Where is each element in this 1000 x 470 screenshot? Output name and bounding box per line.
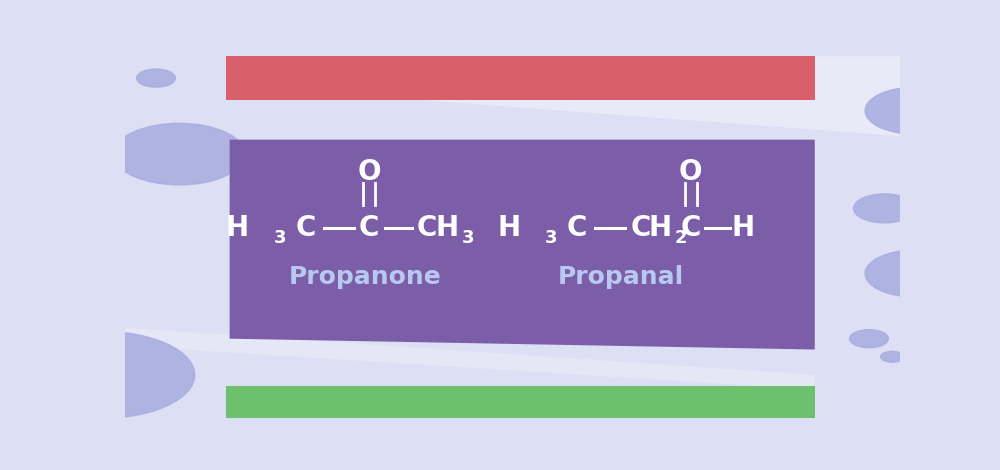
Polygon shape bbox=[125, 328, 815, 389]
Text: H: H bbox=[649, 214, 672, 243]
Text: C: C bbox=[567, 214, 587, 243]
Text: C: C bbox=[359, 214, 379, 243]
Text: C: C bbox=[681, 214, 701, 243]
Text: C: C bbox=[630, 214, 651, 243]
Circle shape bbox=[9, 331, 195, 418]
Text: 2: 2 bbox=[674, 229, 687, 247]
Bar bbox=[226, 56, 815, 100]
Circle shape bbox=[865, 87, 966, 134]
Polygon shape bbox=[230, 140, 815, 350]
Circle shape bbox=[854, 194, 916, 223]
Text: O: O bbox=[679, 158, 702, 186]
Text: C: C bbox=[417, 214, 437, 243]
Polygon shape bbox=[226, 56, 900, 136]
Text: C: C bbox=[295, 214, 316, 243]
Text: Propanone: Propanone bbox=[289, 265, 442, 289]
Circle shape bbox=[113, 123, 245, 185]
Text: H: H bbox=[732, 214, 755, 243]
Bar bbox=[226, 386, 815, 418]
Circle shape bbox=[137, 69, 175, 87]
Circle shape bbox=[865, 250, 966, 297]
Circle shape bbox=[850, 329, 888, 348]
Text: 3: 3 bbox=[274, 229, 286, 247]
Text: H: H bbox=[226, 214, 249, 243]
Text: Propanal: Propanal bbox=[558, 265, 684, 289]
Text: 3: 3 bbox=[545, 229, 558, 247]
Text: 3: 3 bbox=[462, 229, 475, 247]
Text: H: H bbox=[435, 214, 458, 243]
Text: H: H bbox=[497, 214, 520, 243]
Text: O: O bbox=[357, 158, 381, 186]
Circle shape bbox=[881, 352, 904, 362]
